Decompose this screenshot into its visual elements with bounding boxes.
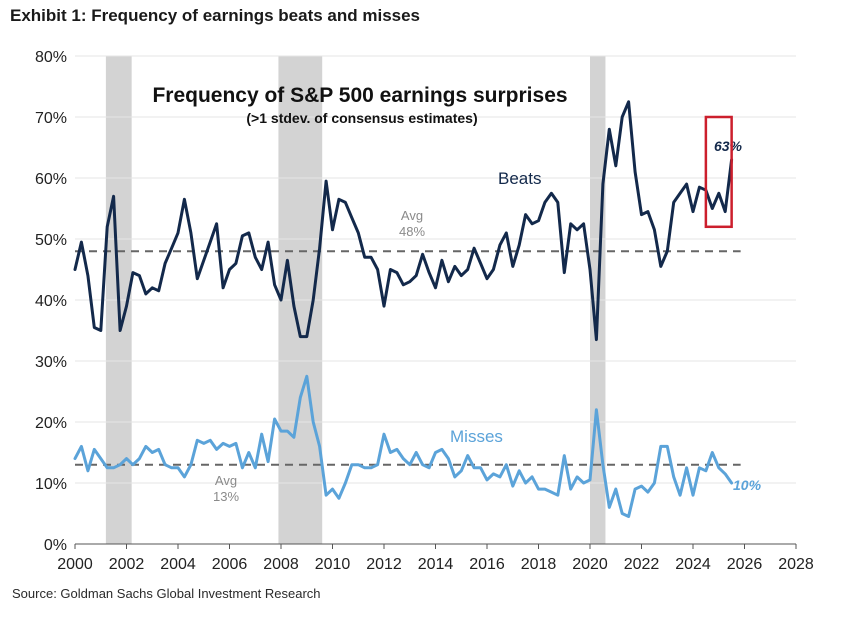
y-tick-label: 70% <box>35 110 67 127</box>
chart-labels: Frequency of S&P 500 earnings surprises … <box>152 84 761 504</box>
y-tick-label: 0% <box>44 537 67 554</box>
y-tick-label: 30% <box>35 354 67 371</box>
y-tick-label: 60% <box>35 171 67 188</box>
series-label-misses: Misses <box>450 427 503 446</box>
x-tick-label: 2004 <box>160 556 196 573</box>
series-line-misses <box>73 374 734 518</box>
x-tick-label: 2002 <box>109 556 145 573</box>
y-tick-label: 50% <box>35 232 67 249</box>
series-label-beats: Beats <box>498 169 541 188</box>
misses-end-label: 10% <box>733 477 762 493</box>
x-tick-label: 2022 <box>624 556 660 573</box>
x-tick-label: 2028 <box>778 556 814 573</box>
y-tick-label: 80% <box>35 49 67 66</box>
series-lines <box>73 100 734 518</box>
x-tick-label: 2020 <box>572 556 608 573</box>
x-tick-label: 2018 <box>521 556 557 573</box>
avg-beats-label-line1: Avg <box>401 208 423 223</box>
y-tick-label: 40% <box>35 293 67 310</box>
chart-subtitle: (>1 stdev. of consensus estimates) <box>246 110 477 126</box>
chart-title: Frequency of S&P 500 earnings surprises <box>152 84 567 107</box>
source-note: Source: Goldman Sachs Global Investment … <box>12 586 321 601</box>
x-tick-label: 2012 <box>366 556 402 573</box>
avg-misses-label-line1: Avg <box>215 473 237 488</box>
axis: 0% 10% 20% 30% 40% 50% 60% 70% 80% 2000 2002 2004 20… <box>35 49 814 573</box>
avg-misses-label-line2: 13% <box>213 489 239 504</box>
x-tick-label: 2010 <box>315 556 351 573</box>
x-tick-label: 2014 <box>418 556 454 573</box>
avg-beats-label-line2: 48% <box>399 224 425 239</box>
highlight-box-layer <box>704 115 733 229</box>
x-tick-label: 2008 <box>263 556 299 573</box>
x-tick-label: 2024 <box>675 556 711 573</box>
highlight-box <box>704 115 733 229</box>
y-tick-label: 10% <box>35 476 67 493</box>
x-tick-label: 2006 <box>212 556 248 573</box>
x-tick-label: 2026 <box>727 556 763 573</box>
x-tick-label: 2016 <box>469 556 505 573</box>
y-tick-label: 20% <box>35 415 67 432</box>
beats-end-label: 63% <box>714 138 743 154</box>
x-tick-label: 2000 <box>57 556 93 573</box>
exhibit-title: Exhibit 1: Frequency of earnings beats a… <box>10 6 421 25</box>
series-line-beats <box>73 100 734 342</box>
